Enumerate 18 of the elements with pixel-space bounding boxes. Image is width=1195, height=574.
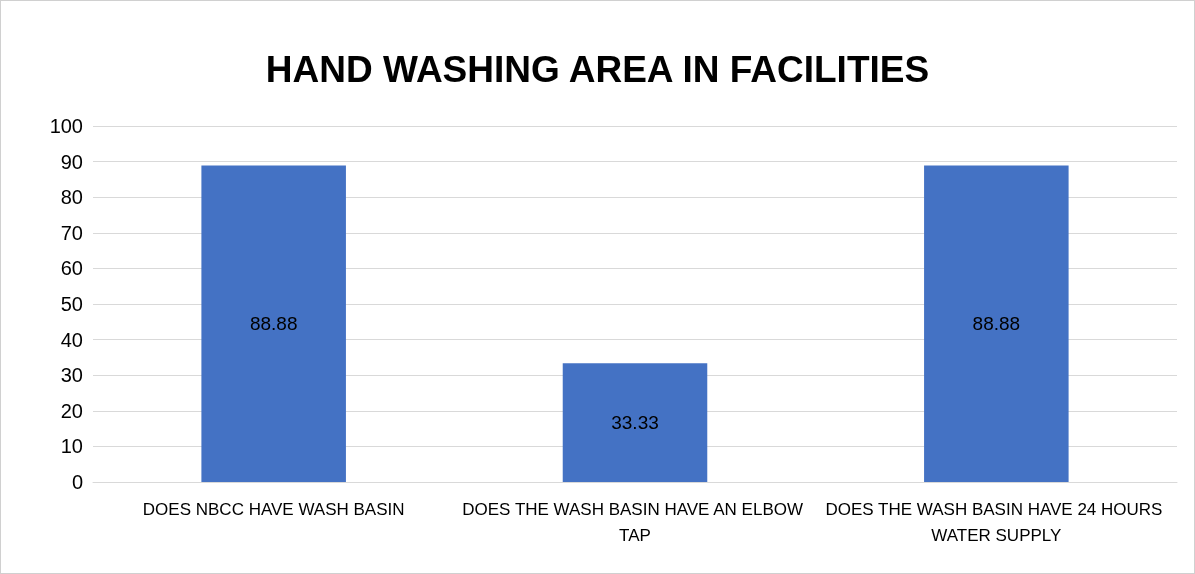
chart-title: HAND WASHING AREA IN FACILITIES (265, 49, 930, 90)
y-tick-label: 80 (60, 186, 83, 209)
y-tick-label: 60 (60, 257, 83, 280)
y-tick-label: 40 (60, 328, 83, 351)
y-tick-label: 0 (71, 471, 83, 493)
y-tick-label: 30 (60, 364, 83, 387)
data-label: 88.88 (249, 313, 298, 335)
y-tick-label: 70 (60, 221, 83, 244)
y-tick-label: 90 (60, 150, 83, 173)
x-tick-label: DOES NBCC HAVE WASH BASIN (142, 499, 405, 519)
data-label: 88.88 (972, 313, 1021, 335)
y-tick-label: 50 (60, 293, 83, 315)
data-label: 33.33 (611, 412, 659, 434)
y-tick-label: 20 (60, 399, 83, 422)
y-tick-label: 10 (60, 435, 83, 458)
x-tick-label: DOES THE WASH BASIN HAVE 24 HOURS WATER SUPPLY (825, 499, 1168, 545)
y-tick-label: 100 (49, 115, 83, 137)
x-tick-label: DOES THE WASH BASIN HAVE AN ELBOW TAP (462, 499, 808, 545)
